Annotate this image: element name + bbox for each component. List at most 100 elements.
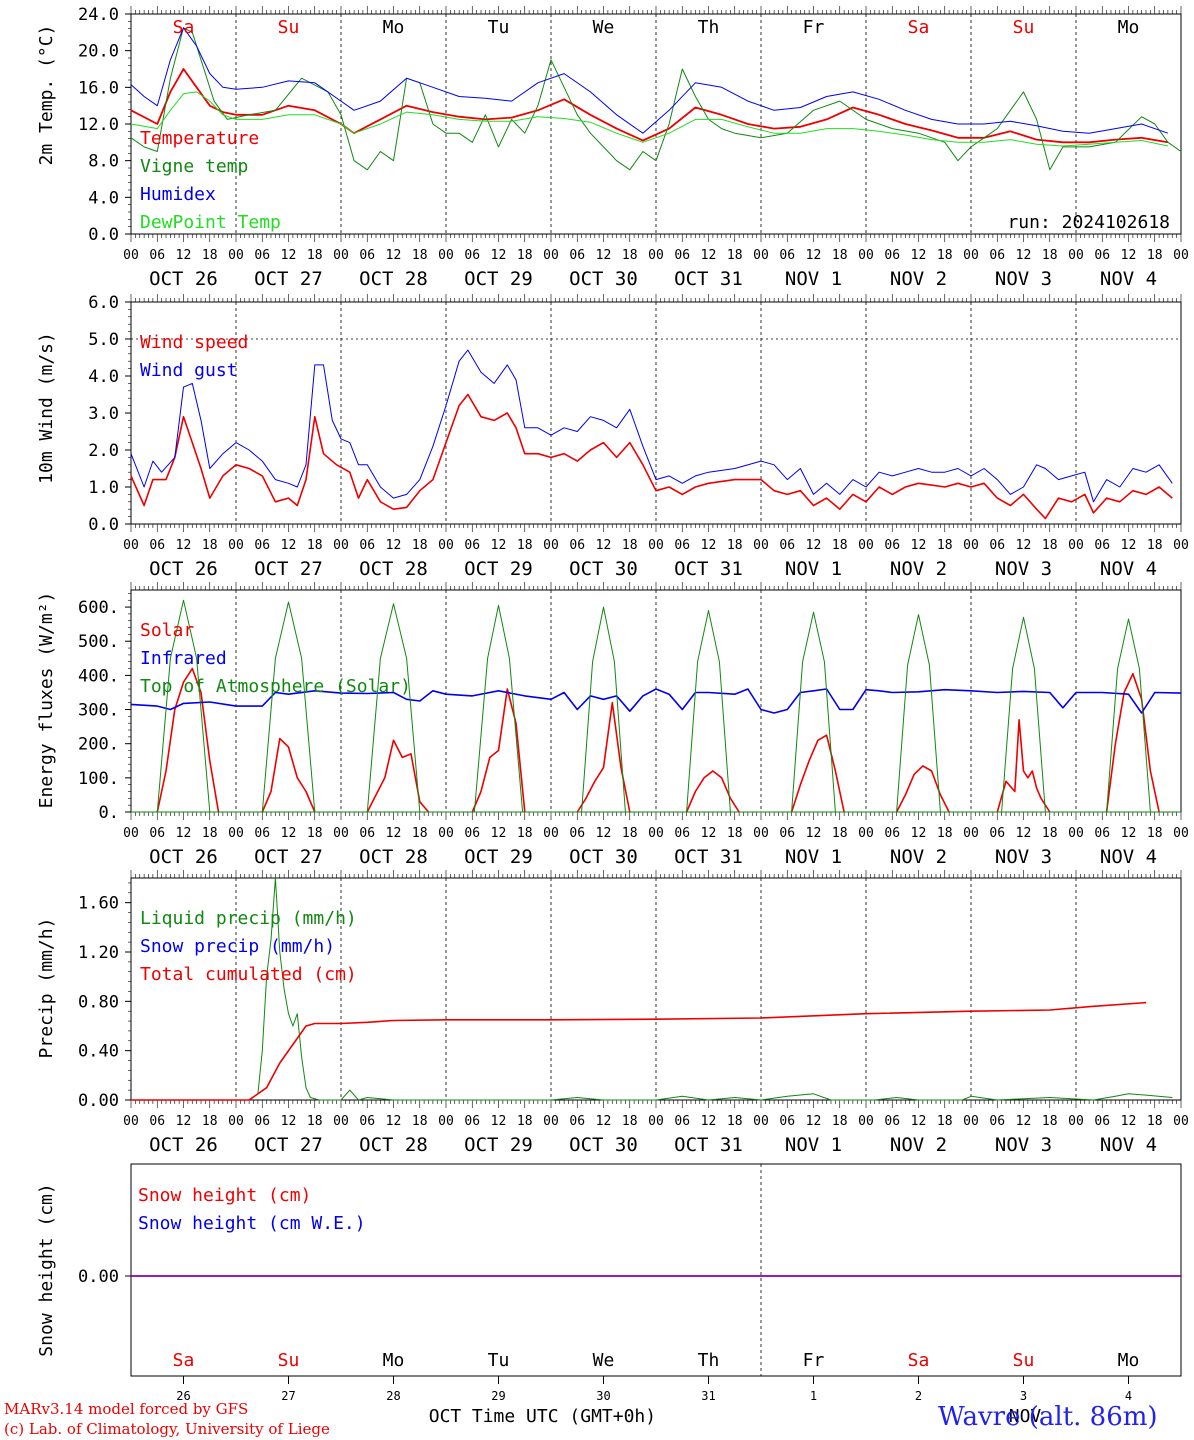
hour-label: 12 (491, 826, 507, 841)
hour-label: 00 (648, 826, 664, 841)
hour-label: 18 (517, 1114, 533, 1129)
hour-label: 12 (1016, 538, 1032, 553)
legend-liquid-precip: Liquid precip (mm/h) (140, 908, 357, 929)
hour-label: 12 (491, 1114, 507, 1129)
y-tick-label: 16.0 (78, 78, 119, 98)
series-infrared (130, 688, 1182, 714)
hour-label: 12 (281, 248, 297, 263)
hour-label: 06 (884, 1114, 900, 1129)
series-solar (576, 701, 631, 813)
hour-label: 18 (412, 248, 428, 263)
hour-label: 00 (228, 1114, 244, 1129)
hour-label: 18 (622, 248, 638, 263)
hour-label: 06 (884, 538, 900, 553)
weekday-label: Mo (1118, 17, 1140, 38)
series-vigne-temp (130, 27, 1182, 171)
hour-label: 18 (937, 826, 953, 841)
hour-label: 12 (491, 538, 507, 553)
hour-label: 18 (727, 538, 743, 553)
legend-snow-panel: Snow height (cm) Snow height (cm W.E.) (138, 1185, 366, 1234)
hour-label: 06 (989, 248, 1005, 263)
hour-label: 00 (333, 826, 349, 841)
y-tick-label: 100. (78, 769, 119, 789)
series-solar (996, 719, 1051, 813)
weekday-label: Fr (803, 17, 825, 38)
hour-label: 00 (228, 248, 244, 263)
hour-label: 18 (727, 826, 743, 841)
hour-label: 12 (176, 538, 192, 553)
hour-label: 06 (569, 248, 585, 263)
hour-label: 18 (517, 248, 533, 263)
hour-label: 06 (359, 248, 375, 263)
day-label: NOV 3 (995, 1134, 1052, 1156)
hour-label: 18 (1147, 826, 1163, 841)
series-top-of-atmosphere-solar- (581, 606, 626, 813)
y-tick-label: 12.0 (78, 115, 119, 135)
hour-label: 12 (806, 826, 822, 841)
weekday-label: Mo (383, 1350, 405, 1371)
hour-label: 12 (806, 538, 822, 553)
hour-label: 06 (674, 538, 690, 553)
hour-label: 12 (701, 826, 717, 841)
series-solar (471, 688, 526, 813)
hour-label: 06 (674, 1114, 690, 1129)
hour-label: 18 (622, 1114, 638, 1129)
hour-label: 18 (727, 248, 743, 263)
day-label: NOV 1 (785, 268, 842, 290)
hour-label: 12 (911, 248, 927, 263)
hour-label: 00 (648, 538, 664, 553)
hour-label: 18 (1147, 248, 1163, 263)
hour-label: 18 (1042, 1114, 1058, 1129)
hour-label: 06 (1094, 1114, 1110, 1129)
hour-label: 18 (307, 538, 323, 553)
hour-label: 18 (412, 826, 428, 841)
hour-label: 00 (543, 1114, 559, 1129)
day-label: OCT 28 (359, 1134, 428, 1156)
weekday-label: Sa (908, 17, 930, 38)
hour-label: 18 (307, 826, 323, 841)
day-label: OCT 30 (569, 268, 638, 290)
hour-label: 06 (569, 538, 585, 553)
day-label: NOV 3 (995, 268, 1052, 290)
hour-label: 12 (911, 826, 927, 841)
hour-label: 06 (779, 1114, 795, 1129)
y-axis-title: 10m Wind (m/s) (36, 332, 57, 484)
weekday-label: Tu (488, 17, 510, 38)
hour-label: 06 (989, 826, 1005, 841)
y-tick-label: 0. (99, 803, 119, 823)
hour-label: 12 (911, 1114, 927, 1129)
hour-label: 12 (491, 248, 507, 263)
day-label: NOV 1 (785, 846, 842, 868)
day-label: NOV 2 (890, 268, 947, 290)
hour-label: 12 (911, 538, 927, 553)
hour-label: 12 (806, 248, 822, 263)
day-label: OCT 27 (254, 268, 323, 290)
hour-label: 18 (937, 1114, 953, 1129)
hour-label: 00 (333, 1114, 349, 1129)
hour-label: 00 (333, 538, 349, 553)
hour-label: 12 (281, 826, 297, 841)
hour-label: 06 (464, 248, 480, 263)
day-label: OCT 29 (464, 1134, 533, 1156)
day-number: 2 (915, 1389, 922, 1403)
series-temperature (130, 68, 1169, 144)
y-tick-label: 2.0 (88, 441, 119, 461)
hour-label: 00 (123, 248, 139, 263)
y-tick-label: 0.0 (88, 515, 119, 535)
hour-label: 00 (858, 538, 874, 553)
y-tick-label: 24.0 (78, 5, 119, 25)
hour-label: 18 (727, 1114, 743, 1129)
series-top-of-atmosphere-solar- (473, 604, 524, 813)
hour-label: 12 (1016, 1114, 1032, 1129)
weekday-label: Su (1013, 17, 1035, 38)
hour-label: 18 (307, 1114, 323, 1129)
hour-label: 06 (464, 826, 480, 841)
y-tick-label: 500. (78, 632, 119, 652)
y-axis-title: Precip (mm/h) (36, 918, 57, 1059)
hour-label: 00 (1173, 1114, 1189, 1129)
day-label: NOV 4 (1100, 846, 1157, 868)
hour-label: 12 (806, 1114, 822, 1129)
hour-label: 18 (202, 538, 218, 553)
hour-label: 18 (1042, 538, 1058, 553)
month-label-nov: NOV (1009, 1406, 1042, 1427)
